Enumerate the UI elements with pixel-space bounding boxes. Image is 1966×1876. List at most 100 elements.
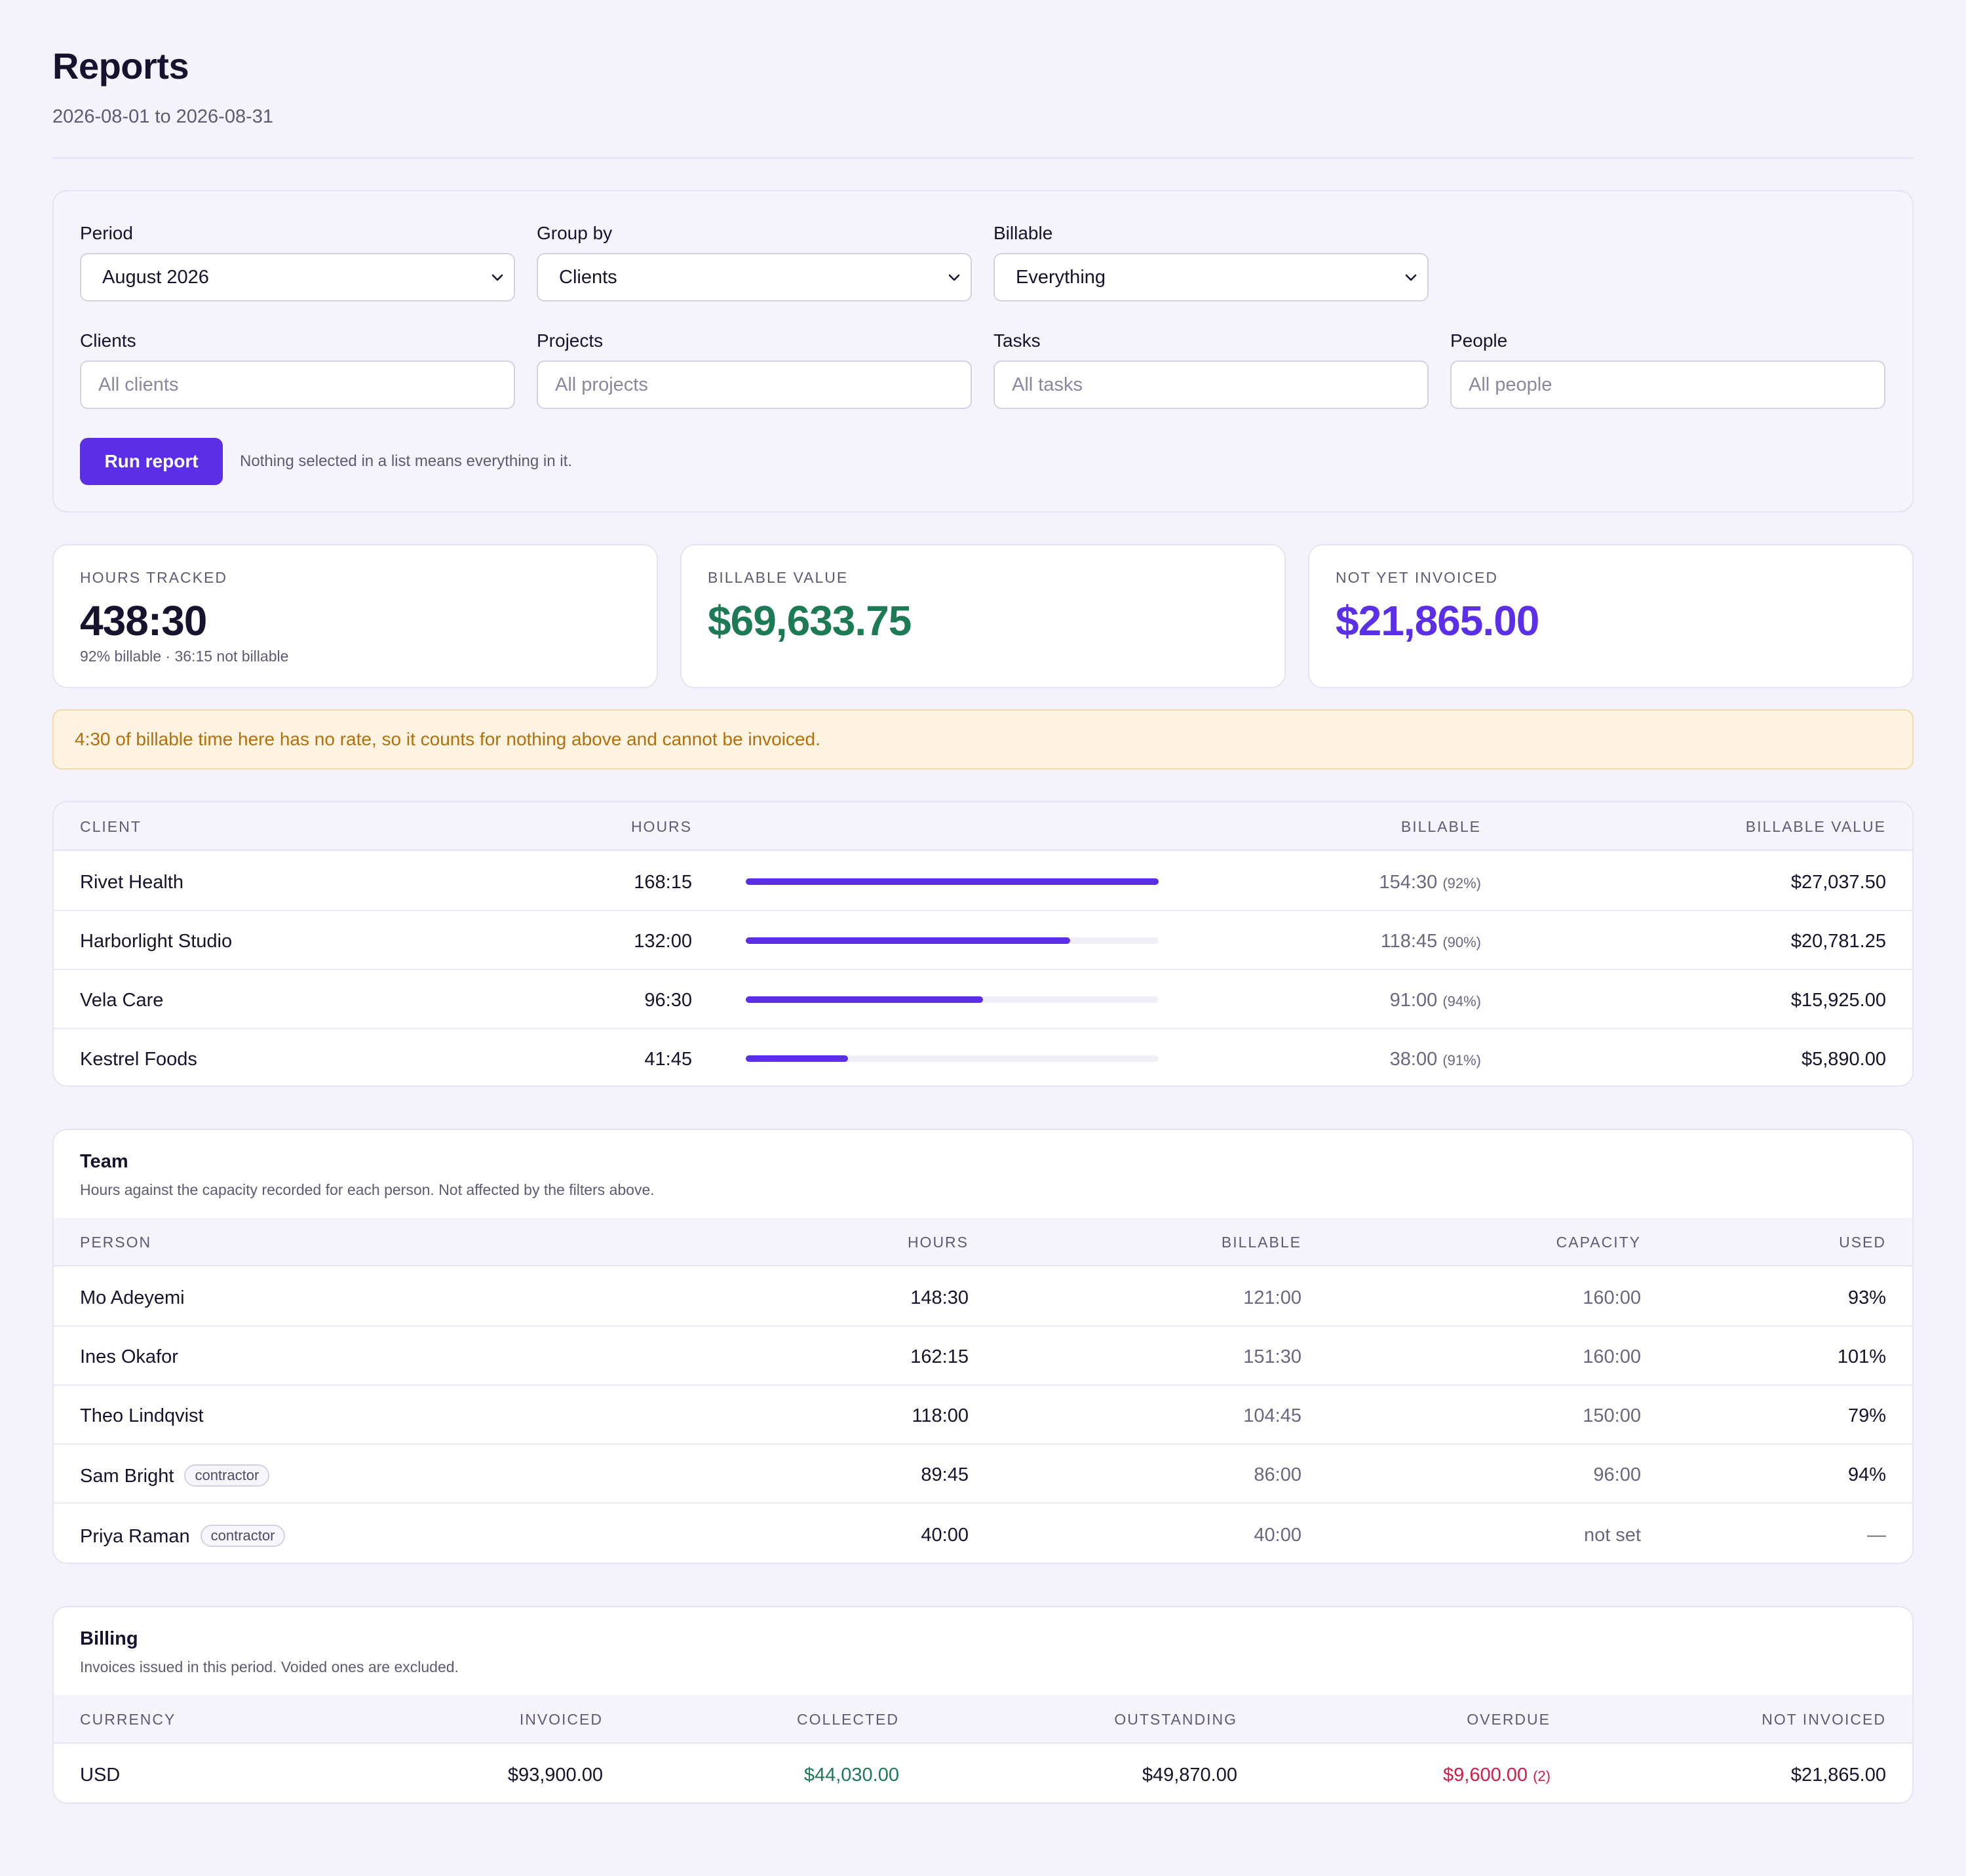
period-select[interactable]: August 2026 [80,253,515,302]
period-field: Period August 2026 [80,223,515,302]
table-row[interactable]: Kestrel Foods 41:45 38:00 (91%) $5,890.0… [54,1029,1912,1085]
billable-field: Billable Everything [993,223,1429,302]
col-billable[interactable]: BILLABLE [1221,1234,1301,1251]
person-name: Theo Lindqvist [80,1405,204,1426]
billable-hours: 38:00 [1389,1049,1438,1070]
hours-bar [746,878,1159,885]
tasks-label: Tasks [993,330,1041,351]
col-hours[interactable]: HOURS [907,1234,969,1251]
contractor-badge: contractor [200,1525,286,1547]
run-report-button[interactable]: Run report [80,438,223,485]
client-name: Kestrel Foods [80,1049,197,1070]
billing-title: Billing [80,1628,138,1649]
group-by-label: Group by [537,223,613,243]
col-hours[interactable]: HOURS [630,818,692,835]
hours-bar-fill [746,937,1070,944]
col-capacity[interactable]: CAPACITY [1556,1234,1641,1251]
billable-value-label: BILLABLE VALUE [708,569,849,586]
billing-section: Billing Invoices issued in this period. … [52,1606,1914,1804]
not-invoiced-amount: $21,865.00 [1336,597,1539,644]
person-billable: 104:45 [1243,1405,1301,1426]
client-hours: 96:30 [644,990,692,1011]
billable-hours: 91:00 [1389,990,1438,1011]
table-row[interactable]: Rivet Health 168:15 154:30 (92%) $27,037… [54,852,1912,911]
person-used: 79% [1847,1405,1886,1426]
page-title: Reports [52,45,189,87]
client-value: $20,781.25 [1790,931,1886,952]
col-person[interactable]: PERSON [80,1234,152,1251]
col-client[interactable]: CLIENT [80,818,142,835]
clients-placeholder: All clients [98,374,179,395]
table-row[interactable]: Ines Okafor 162:15 151:30 160:00 101% [54,1327,1912,1386]
person-capacity: 160:00 [1583,1287,1641,1308]
no-rate-warning: 4:30 of billable time here has no rate, … [52,709,1914,770]
person-used: 101% [1837,1346,1886,1367]
hours-tracked-value: 438:30 [80,597,207,644]
chevron-down-icon [948,274,960,281]
col-currency[interactable]: CURRENCY [80,1711,176,1728]
client-hours: 132:00 [634,931,692,952]
col-billable-value[interactable]: BILLABLE VALUE [1745,818,1886,835]
col-used[interactable]: USED [1839,1234,1886,1251]
billable-hours: 154:30 [1379,872,1438,893]
people-input[interactable]: All people [1450,361,1885,409]
group-by-select[interactable]: Clients [537,253,972,302]
clients-table: CLIENT HOURS BILLABLE BILLABLE VALUE Riv… [52,801,1914,1087]
tasks-input[interactable]: All tasks [993,361,1429,409]
billable-label: Billable [993,223,1053,243]
hours-tracked-label: HOURS TRACKED [80,569,227,586]
hours-tracked-card: HOURS TRACKED 438:30 92% billable · 36:1… [52,544,658,688]
filters-panel: Period August 2026 Group by Clients Bill… [52,190,1914,513]
person-cell: Sam Bright contractor [80,1464,270,1487]
person-hours: 40:00 [921,1525,969,1546]
person-capacity: 160:00 [1583,1346,1641,1367]
table-row[interactable]: USD $93,900.00 $44,030.00 $49,870.00 $9,… [54,1745,1912,1803]
col-not-invoiced[interactable]: NOT INVOICED [1762,1711,1886,1728]
chevron-down-icon [1405,274,1417,281]
billing-outstanding: $49,870.00 [1142,1765,1237,1786]
col-overdue[interactable]: OVERDUE [1467,1711,1551,1728]
client-billable: 154:30 (92%) [1379,872,1481,893]
client-value: $5,890.00 [1801,1049,1886,1070]
person-hours: 148:30 [910,1287,969,1308]
person-name: Sam Bright [80,1466,174,1487]
billable-select[interactable]: Everything [993,253,1429,302]
person-billable: 86:00 [1254,1464,1301,1485]
col-billable[interactable]: BILLABLE [1400,818,1481,835]
table-header: PERSON HOURS BILLABLE CAPACITY USED [54,1218,1912,1266]
hours-bar [746,996,1159,1003]
people-field: People All people [1450,330,1885,409]
col-collected[interactable]: COLLECTED [796,1711,899,1728]
tasks-field: Tasks All tasks [993,330,1429,409]
person-used: 93% [1847,1287,1886,1308]
billable-percent: (94%) [1442,993,1481,1009]
table-row[interactable]: Vela Care 96:30 91:00 (94%) $15,925.00 [54,970,1912,1029]
billing-overdue[interactable]: $9,600.00 (2) [1443,1765,1551,1786]
person-hours: 89:45 [921,1464,969,1485]
col-invoiced[interactable]: INVOICED [519,1711,603,1728]
hours-bar-fill [746,1055,849,1062]
table-row[interactable]: Theo Lindqvist 118:00 104:45 150:00 79% [54,1386,1912,1445]
not-invoiced-label: NOT YET INVOICED [1336,569,1498,586]
table-row[interactable]: Mo Adeyemi 148:30 121:00 160:00 93% [54,1268,1912,1327]
person-cell: Priya Raman contractor [80,1525,286,1548]
projects-placeholder: All projects [555,374,648,395]
team-section: Team Hours against the capacity recorded… [52,1129,1914,1564]
client-name: Harborlight Studio [80,931,233,952]
table-row[interactable]: Harborlight Studio 132:00 118:45 (90%) $… [54,911,1912,970]
overdue-amount: $9,600.00 [1443,1765,1528,1786]
clients-input[interactable]: All clients [80,361,515,409]
person-capacity: 150:00 [1583,1405,1641,1426]
table-row[interactable]: Priya Raman contractor 40:00 40:00 not se… [54,1505,1912,1563]
billing-invoiced: $93,900.00 [507,1765,603,1786]
person-capacity: not set [1583,1525,1641,1546]
hours-tracked-sub: 92% billable · 36:15 not billable [80,648,289,665]
col-outstanding[interactable]: OUTSTANDING [1114,1711,1237,1728]
hours-bar-fill [746,996,983,1003]
client-billable: 118:45 (90%) [1381,931,1481,952]
projects-input[interactable]: All projects [537,361,972,409]
table-row[interactable]: Sam Bright contractor 89:45 86:00 96:00 9… [54,1445,1912,1504]
person-used: 94% [1847,1464,1886,1485]
tasks-placeholder: All tasks [1012,374,1083,395]
hours-bar [746,937,1159,944]
